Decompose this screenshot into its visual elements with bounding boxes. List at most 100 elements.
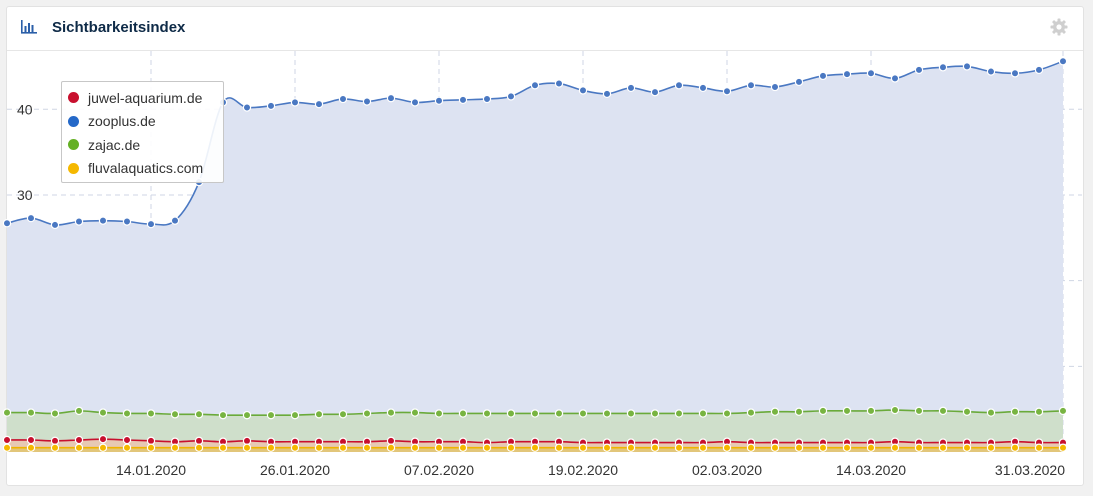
data-point-fluval [602, 443, 612, 452]
data-point-juwel [98, 434, 108, 444]
data-point-fluval [1034, 443, 1044, 452]
x-tick-label: 14.03.2020 [836, 462, 906, 478]
data-point-fluval [218, 443, 228, 452]
data-point-fluval [938, 443, 948, 452]
data-point-zooplus [818, 71, 828, 81]
legend-item-zooplus[interactable]: zooplus.de [68, 110, 223, 134]
data-point-zooplus [770, 82, 780, 92]
data-point-zajac [74, 406, 84, 416]
bar-chart-icon [21, 20, 37, 34]
data-point-juwel [242, 436, 252, 446]
data-point-zooplus [146, 219, 156, 229]
data-point-zooplus [1058, 57, 1068, 66]
data-point-fluval [986, 443, 996, 452]
data-point-juwel [146, 436, 156, 446]
data-point-zajac [170, 410, 180, 419]
data-point-fluval [290, 443, 300, 452]
data-point-fluval [146, 443, 156, 452]
data-point-zajac [410, 408, 420, 417]
data-point-zooplus [2, 219, 12, 228]
data-point-fluval [410, 443, 420, 452]
card-title: Sichtbarkeitsindex [52, 19, 186, 36]
legend-item-juwel[interactable]: juwel-aquarium.de [68, 86, 223, 110]
x-tick-label: 07.02.2020 [404, 462, 474, 478]
data-point-juwel [386, 436, 396, 446]
data-point-zajac [1034, 407, 1044, 416]
data-point-zooplus [650, 87, 660, 97]
data-point-zooplus [434, 96, 444, 105]
data-point-zooplus [578, 86, 588, 95]
data-point-fluval [266, 443, 276, 452]
data-point-fluval [458, 443, 468, 452]
data-point-zajac [602, 409, 612, 418]
data-point-zajac [1010, 407, 1020, 416]
data-point-fluval [98, 443, 108, 452]
data-point-zajac [98, 408, 108, 417]
data-point-zooplus [986, 67, 996, 76]
data-point-zooplus [98, 216, 108, 225]
x-tick-label: 02.03.2020 [692, 462, 762, 478]
data-point-zajac [722, 409, 732, 418]
data-point-zajac [194, 410, 204, 419]
data-point-fluval [554, 443, 564, 452]
data-point-zooplus [674, 81, 684, 90]
data-point-zajac [794, 407, 804, 416]
data-point-zajac [866, 406, 876, 416]
series-area-zooplus [7, 61, 1063, 452]
data-point-fluval [338, 443, 348, 452]
data-point-fluval [194, 443, 204, 452]
data-point-fluval [1058, 443, 1068, 452]
data-point-zajac [338, 410, 348, 419]
data-point-juwel [74, 435, 84, 445]
gear-icon[interactable] [1049, 17, 1069, 37]
card-header: Sichtbarkeitsindex [7, 7, 1083, 51]
data-point-fluval [2, 443, 12, 452]
data-point-zajac [242, 410, 252, 420]
data-point-fluval [362, 443, 372, 452]
data-point-fluval [26, 443, 36, 452]
data-point-zajac [1058, 406, 1068, 416]
data-point-zajac [386, 408, 396, 417]
data-point-zooplus [914, 65, 924, 75]
data-point-zooplus [170, 216, 180, 225]
data-point-zooplus [890, 74, 900, 83]
data-point-fluval [770, 443, 780, 452]
legend-item-fluval[interactable]: fluvalaquatics.com [68, 157, 223, 181]
data-point-fluval [74, 443, 84, 452]
data-point-fluval [434, 443, 444, 452]
data-point-fluval [386, 443, 396, 452]
data-point-zajac [314, 410, 324, 419]
data-point-fluval [122, 443, 132, 452]
legend-marker-zooplus [68, 115, 79, 127]
data-point-zooplus [122, 217, 132, 226]
chart-legend: juwel-aquarium.de zooplus.de zajac.de fl… [61, 81, 224, 183]
data-point-zooplus [698, 83, 708, 93]
data-point-zajac [674, 409, 684, 418]
legend-marker-fluval [68, 162, 79, 174]
data-point-zooplus [458, 95, 468, 105]
data-point-zooplus [362, 97, 372, 106]
data-point-fluval [818, 443, 828, 452]
data-point-zajac [842, 406, 852, 416]
data-point-juwel [194, 436, 204, 446]
data-point-fluval [914, 443, 924, 452]
data-point-zajac [914, 406, 924, 416]
data-point-fluval [482, 443, 492, 452]
data-point-zajac [770, 407, 780, 416]
data-point-zooplus [626, 83, 636, 93]
data-point-zajac [626, 409, 636, 418]
data-point-zooplus [938, 63, 948, 72]
data-point-juwel [2, 435, 12, 445]
data-point-fluval [530, 443, 540, 452]
data-point-zajac [2, 408, 12, 417]
data-point-fluval [698, 443, 708, 452]
data-point-zajac [938, 406, 948, 416]
y-tick-label: 40 [17, 101, 33, 117]
legend-item-zajac[interactable]: zajac.de [68, 133, 223, 157]
data-point-zajac [290, 410, 300, 420]
x-tick-label: 26.01.2020 [260, 462, 330, 478]
data-point-zajac [26, 408, 36, 417]
data-point-zooplus [410, 98, 420, 107]
data-point-juwel [26, 435, 36, 445]
data-point-fluval [626, 443, 636, 452]
